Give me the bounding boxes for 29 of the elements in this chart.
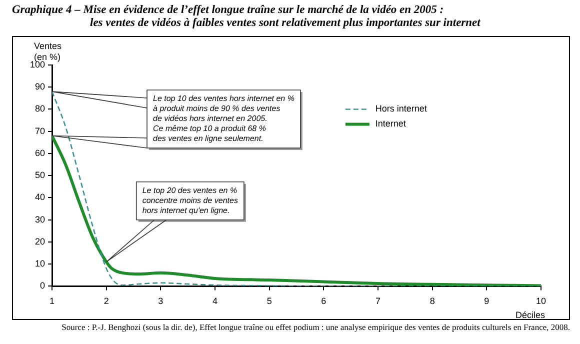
y-tick-label: 70 xyxy=(35,126,46,136)
chart-title: Graphique 4 – Mise en évidence de l’effet longue traîne sur le marché de la vidéo en 2005 : xyxy=(12,4,445,17)
y-tick-label: 60 xyxy=(35,148,46,158)
y-tick-label: 10 xyxy=(35,258,46,269)
chart-subtitle: les ventes de vidéos à faibles ventes sont relativement plus importantes sur internet xyxy=(89,17,482,30)
legend-label: Internet xyxy=(375,118,406,129)
source-note: Source : P.-J. Benghozi (sous la dir. de), Effet longue traîne ou effet podium : une analyse empirique des ventes de produits culturels en France, 2008. xyxy=(62,322,570,332)
y-tick-label: 30 xyxy=(35,214,46,224)
y-tick-label: 50 xyxy=(35,170,46,180)
y-axis-title: Ventes (en %) xyxy=(34,41,62,62)
y-tick-label: 20 xyxy=(35,236,46,246)
x-tick-label: 7 xyxy=(376,296,381,306)
x-tick-label: 8 xyxy=(430,296,435,306)
x-axis-title: Déciles xyxy=(515,310,546,320)
x-tick-label: 6 xyxy=(321,296,326,306)
x-tick-label: 2 xyxy=(104,296,109,306)
x-tick-label: 1 xyxy=(50,296,55,306)
annotation: Le top 20 des ventes en % concentre moins de ventes hors internet qu'en ligne. xyxy=(142,186,238,216)
y-tick-label: 40 xyxy=(35,192,46,202)
x-tick-label: 3 xyxy=(158,296,164,306)
y-tick-label: 80 xyxy=(35,104,46,114)
x-tick-label: 5 xyxy=(266,296,272,306)
x-tick-label: 9 xyxy=(484,296,490,306)
x-tick-label: 10 xyxy=(536,296,546,306)
legend-label: Hors internet xyxy=(375,104,428,114)
x-tick-label: 4 xyxy=(212,296,218,306)
y-tick-label: 90 xyxy=(35,82,46,92)
annotation: Le top 10 des ventes hors internet en % à produit moins de 90 % des ventes de vidéos hors internet en 2005. Ce même top 10 a produit 68 % des ventes en ligne seulement. xyxy=(153,94,294,144)
y-tick-label: 0 xyxy=(40,280,46,291)
